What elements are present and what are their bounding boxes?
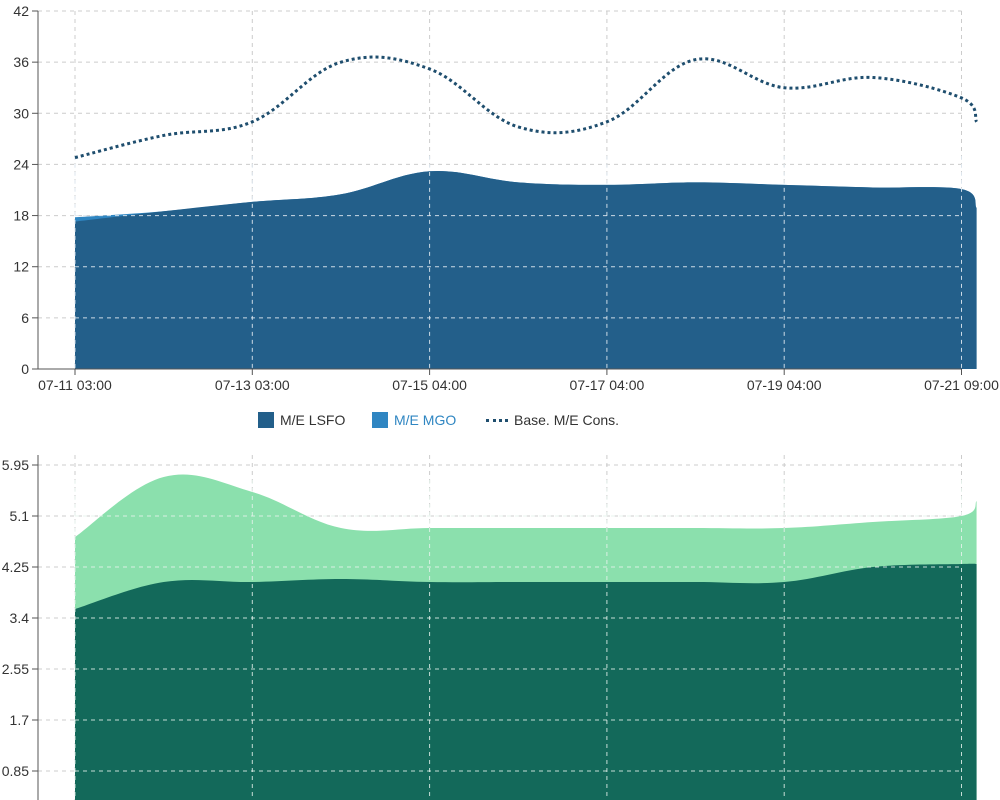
y-tick-label: 5.95 <box>2 457 29 473</box>
y-tick-label: 5.1 <box>10 508 30 524</box>
legend-label-baseline: Base. M/E Cons. <box>514 412 620 428</box>
legend-swatch-lsfo <box>258 412 274 428</box>
legend-item-baseline[interactable]: Base. M/E Cons. <box>486 412 619 428</box>
legend-swatch-mgo <box>372 412 388 428</box>
legend-label-lsfo: M/E LSFO <box>280 412 346 428</box>
x-tick-label: 07-13 03:00 <box>215 377 290 393</box>
x-tick-label: 07-21 09:00 <box>924 377 999 393</box>
y-tick-label: 36 <box>13 54 29 70</box>
y-tick-label: 30 <box>13 105 29 121</box>
y-tick-label: 1.7 <box>10 712 30 728</box>
legend-item-mgo[interactable]: M/E MGO <box>372 412 456 428</box>
x-tick-label: 07-17 04:00 <box>570 377 645 393</box>
legend-swatch-baseline <box>486 418 508 422</box>
y-tick-label: 4.25 <box>2 559 29 575</box>
x-tick-label: 07-11 03:00 <box>38 377 112 393</box>
legend-item-lsfo[interactable]: M/E LSFO <box>258 412 345 428</box>
top-area-chart: 0 6 12 18 24 30 36 42 07-11 03:00 07-13 03:00 07-1… <box>13 3 999 393</box>
y-tick-label: 0 <box>21 361 29 377</box>
y-tick-label: 2.55 <box>2 661 29 677</box>
y-tick-label: 12 <box>13 259 29 275</box>
y-tick-label: 24 <box>13 156 29 172</box>
area-lower <box>75 563 977 800</box>
x-tick-label: 07-15 04:00 <box>392 377 467 393</box>
y-tick-label: 6 <box>21 310 29 326</box>
y-tick-label: 18 <box>13 208 29 224</box>
legend-label-mgo: M/E MGO <box>394 412 457 428</box>
area-lsfo <box>75 170 977 369</box>
x-tick-label: 07-19 04:00 <box>747 377 822 393</box>
y-tick-label: 3.4 <box>10 610 30 626</box>
chart-legend: M/E LSFO M/E MGO Base. M/E Cons. <box>0 412 1000 436</box>
line-baseline <box>74 55 978 160</box>
y-tick-label: 42 <box>13 3 29 19</box>
y-tick-label: 0.85 <box>2 763 29 779</box>
